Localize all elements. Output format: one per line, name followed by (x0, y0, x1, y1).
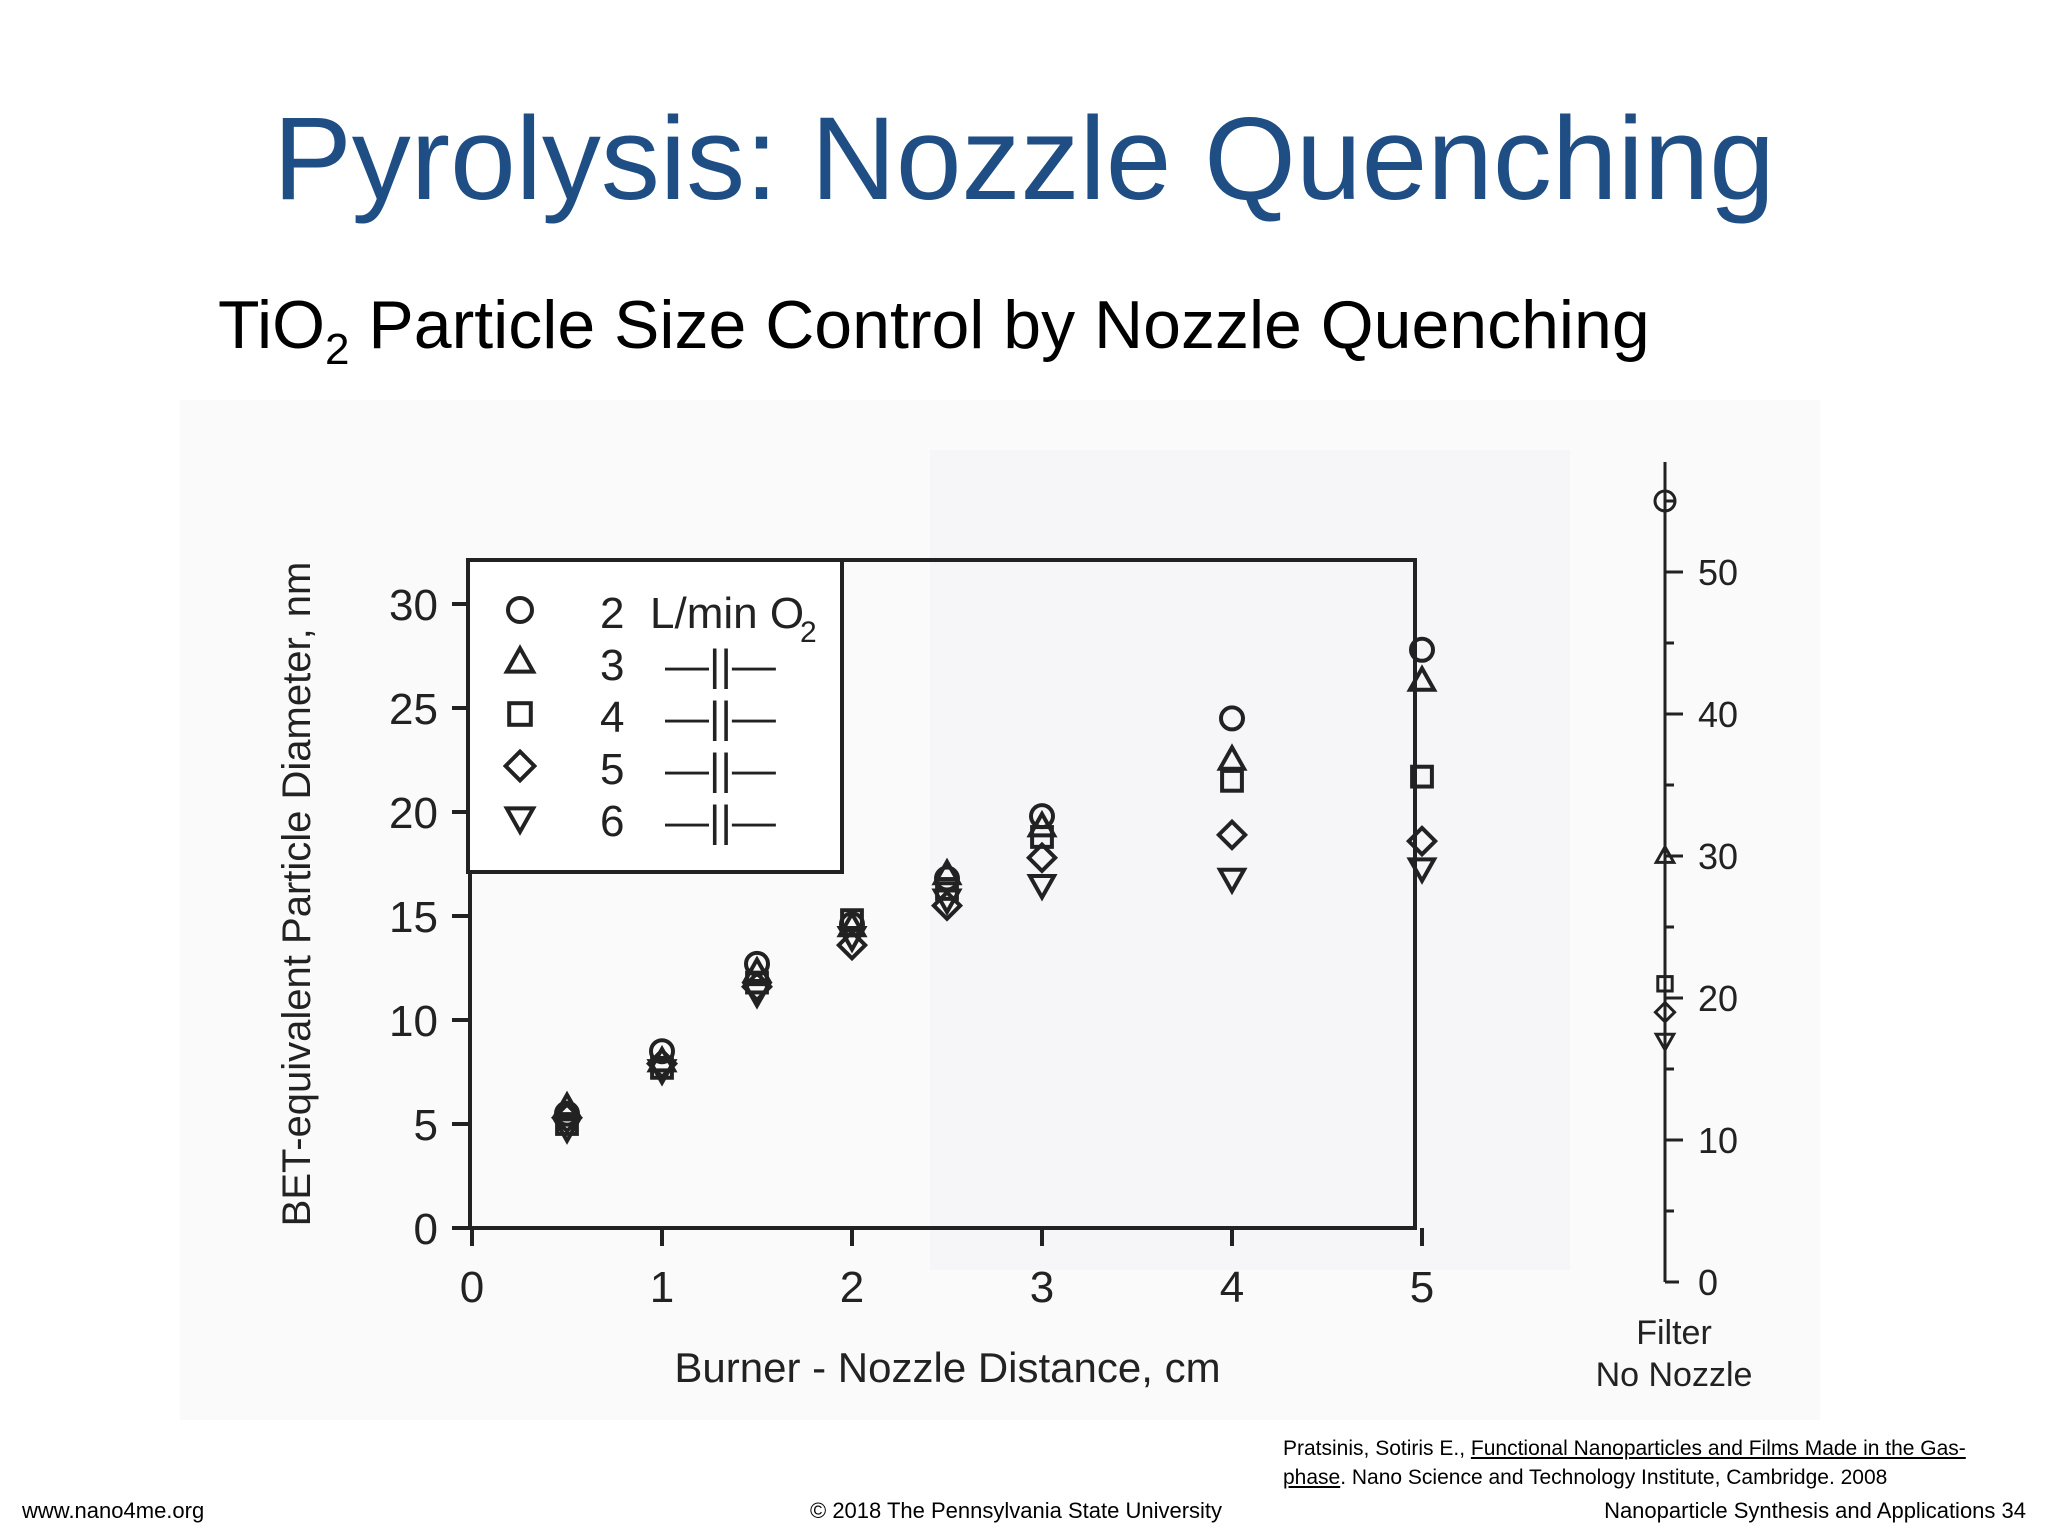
citation-details: . Nano Science and Technology Institute,… (1340, 1466, 1888, 1489)
legend-marker-series-4 (507, 701, 533, 727)
data-point-series-5 (1025, 841, 1059, 874)
subtitle-rest: Particle Size Control by Nozzle Quenchin… (349, 287, 1650, 363)
data-point-series-5 (1215, 818, 1249, 851)
data-point-series-6 (646, 1059, 678, 1087)
filter-tick-label: 0 (1698, 1262, 1718, 1303)
filter-tick-label: 20 (1698, 978, 1738, 1019)
data-point-series-4 (1410, 764, 1434, 789)
legend-label: 3 (600, 641, 624, 690)
y-tick-label: 30 (389, 581, 438, 630)
slide-subtitle: TiO2 Particle Size Control by Nozzle Que… (218, 286, 1650, 375)
data-point-series-3 (1026, 809, 1058, 838)
footer-website[interactable]: www.nano4me.org (22, 1498, 205, 1523)
legend-label: 5 (600, 745, 624, 794)
citation: Pratsinis, Sotiris E., Functional Nanopa… (1283, 1434, 2028, 1492)
data-point-series-3 (836, 909, 868, 938)
legend-marker-series-2 (506, 596, 534, 624)
plot-frame (468, 558, 1417, 1230)
filter-point-series-4 (1656, 975, 1674, 993)
x-axis-label: Burner - Nozzle Distance, cm (674, 1344, 1220, 1391)
filter-point-series-2 (1653, 489, 1677, 513)
data-point-series-5 (930, 889, 964, 922)
legend-label: 2 (600, 589, 624, 638)
filter-point-series-6 (1653, 1032, 1677, 1053)
x-tick-label: 3 (1030, 1263, 1054, 1312)
footer-copyright: © 2018 The Pennsylvania State University (810, 1498, 1223, 1523)
legend-ditto-mark: —||— (665, 693, 776, 742)
legend-label: 4 (600, 693, 624, 742)
data-point-series-5 (550, 1101, 584, 1134)
legend-ditto-mark: —||— (665, 641, 776, 690)
legend-ditto-mark: —||— (665, 745, 776, 794)
data-point-series-3 (741, 955, 773, 983)
filter-plot: 0 10 20 30 40 50 Filter No Nozzle (1596, 462, 1753, 1394)
data-point-series-5 (835, 929, 869, 962)
legend-ditto-mark: —||— (665, 797, 776, 846)
x-tick-label: 2 (840, 1263, 864, 1312)
x-tick-label: 0 (460, 1263, 484, 1312)
y-tick-label: 15 (389, 893, 438, 942)
chart-background (180, 400, 1820, 1420)
x-tick-label: 4 (1220, 1263, 1244, 1312)
legend: 2 L/min O23 —||—4 —||—5 —||—6 —||— (466, 558, 844, 874)
data-point-series-6 (1216, 867, 1248, 896)
filter-tick-label: 40 (1698, 694, 1738, 735)
data-point-series-4 (1220, 768, 1244, 793)
legend-label: 6 (600, 797, 624, 846)
legend-marker-series-3 (503, 644, 537, 674)
filter-label: Filter (1636, 1314, 1712, 1352)
y-axis-label: BET-equivalent Particle Diameter, nm (275, 562, 319, 1227)
data-point-series-3 (1216, 743, 1248, 771)
legend-unit: L/min O (650, 589, 804, 638)
filter-tick-label: 10 (1698, 1120, 1738, 1161)
y-tick-label: 25 (389, 685, 438, 734)
y-tick-label: 0 (414, 1205, 438, 1254)
filter-tick-label: 50 (1698, 552, 1738, 593)
data-point-series-6 (1406, 857, 1438, 885)
y-tick-label: 10 (389, 997, 438, 1046)
legend-unit-subscript: 2 (800, 616, 817, 649)
filter-point-series-5 (1653, 1000, 1677, 1024)
y-tick-label: 5 (414, 1101, 438, 1150)
data-point-series-2 (1409, 636, 1435, 663)
data-point-series-2 (1219, 705, 1245, 732)
filter-point-series-3 (1653, 843, 1677, 864)
data-point-series-3 (551, 1090, 583, 1119)
data-point-series-5 (1405, 825, 1439, 858)
subtitle-prefix: TiO (218, 287, 326, 363)
legend-marker-series-6 (503, 806, 537, 836)
citation-book-link[interactable]: Functional Nanoparticles and Films Made … (1283, 1437, 1966, 1489)
data-point-series-6 (551, 1117, 583, 1145)
x-tick-label: 1 (650, 1263, 674, 1312)
citation-author: Pratsinis, Sotiris E., (1283, 1437, 1471, 1460)
data-point-series-3 (1406, 664, 1438, 692)
no-nozzle-label: No Nozzle (1596, 1356, 1753, 1394)
y-tick-label: 20 (389, 789, 438, 838)
footer-course: Nanoparticle Synthesis and Applications … (1604, 1498, 2026, 1523)
legend-marker-series-5 (502, 748, 538, 784)
filter-tick-label: 30 (1698, 836, 1738, 877)
subtitle-subscript: 2 (325, 325, 350, 374)
data-point-series-6 (836, 926, 868, 954)
x-tick-label: 5 (1410, 1263, 1434, 1312)
data-point-series-6 (931, 888, 963, 917)
data-point-series-6 (1026, 874, 1058, 902)
slide-title: Pyrolysis: Nozzle Quenching (273, 93, 1775, 225)
data-point-series-3 (931, 857, 963, 886)
data-point-series-6 (741, 982, 773, 1010)
